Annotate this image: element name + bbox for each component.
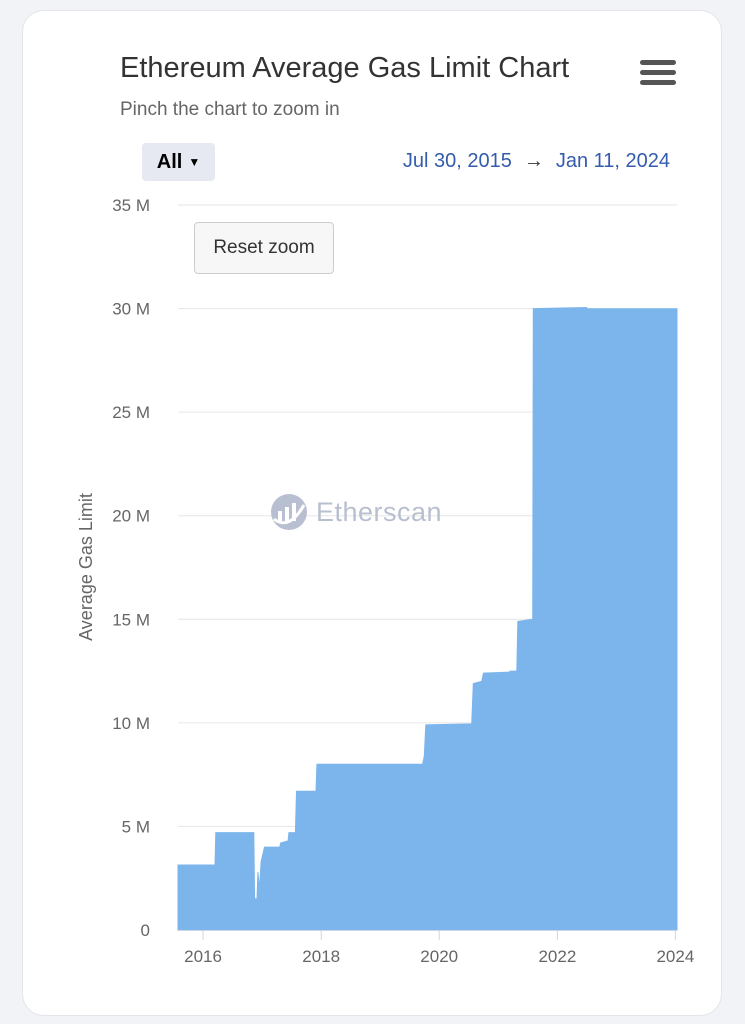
y-tick-label: 35 M xyxy=(112,196,150,215)
x-tick-label: 2016 xyxy=(184,947,222,966)
date-to[interactable]: Jan 11, 2024 xyxy=(555,150,670,172)
x-tick-label: 2024 xyxy=(656,947,694,966)
x-tick-label: 2020 xyxy=(420,947,458,966)
y-tick-label: 20 M xyxy=(112,507,150,526)
x-tick-label: 2022 xyxy=(538,947,576,966)
y-tick-label: 5 M xyxy=(122,817,150,836)
watermark-text: Etherscan xyxy=(316,496,443,527)
reset-zoom-button[interactable]: Reset zoom xyxy=(194,222,334,274)
hamburger-icon[interactable] xyxy=(640,60,676,90)
x-tick-label: 2018 xyxy=(302,947,340,966)
page-title: Ethereum Average Gas Limit Chart xyxy=(120,52,570,84)
y-tick-label: 0 xyxy=(141,921,150,940)
arrow-right-icon: → xyxy=(523,150,544,172)
range-selector-button[interactable]: All ▼ xyxy=(142,143,215,181)
date-from[interactable]: Jul 30, 2015 xyxy=(402,150,512,172)
area-series[interactable] xyxy=(177,306,678,931)
watermark: Etherscan xyxy=(270,493,442,531)
y-tick-label: 15 M xyxy=(112,610,150,629)
y-tick-label: 10 M xyxy=(112,714,150,733)
page-subtitle: Pinch the chart to zoom in xyxy=(120,99,340,120)
range-selector-label: All xyxy=(156,150,183,173)
y-axis-title: Average Gas Limit xyxy=(76,493,96,641)
caret-down-icon: ▼ xyxy=(188,155,201,169)
y-tick-label: 30 M xyxy=(112,300,150,319)
y-tick-label: 25 M xyxy=(112,403,150,422)
date-range: Jul 30, 2015 → Jan 11, 2024 xyxy=(380,150,670,173)
etherscan-logo-icon xyxy=(271,494,307,530)
